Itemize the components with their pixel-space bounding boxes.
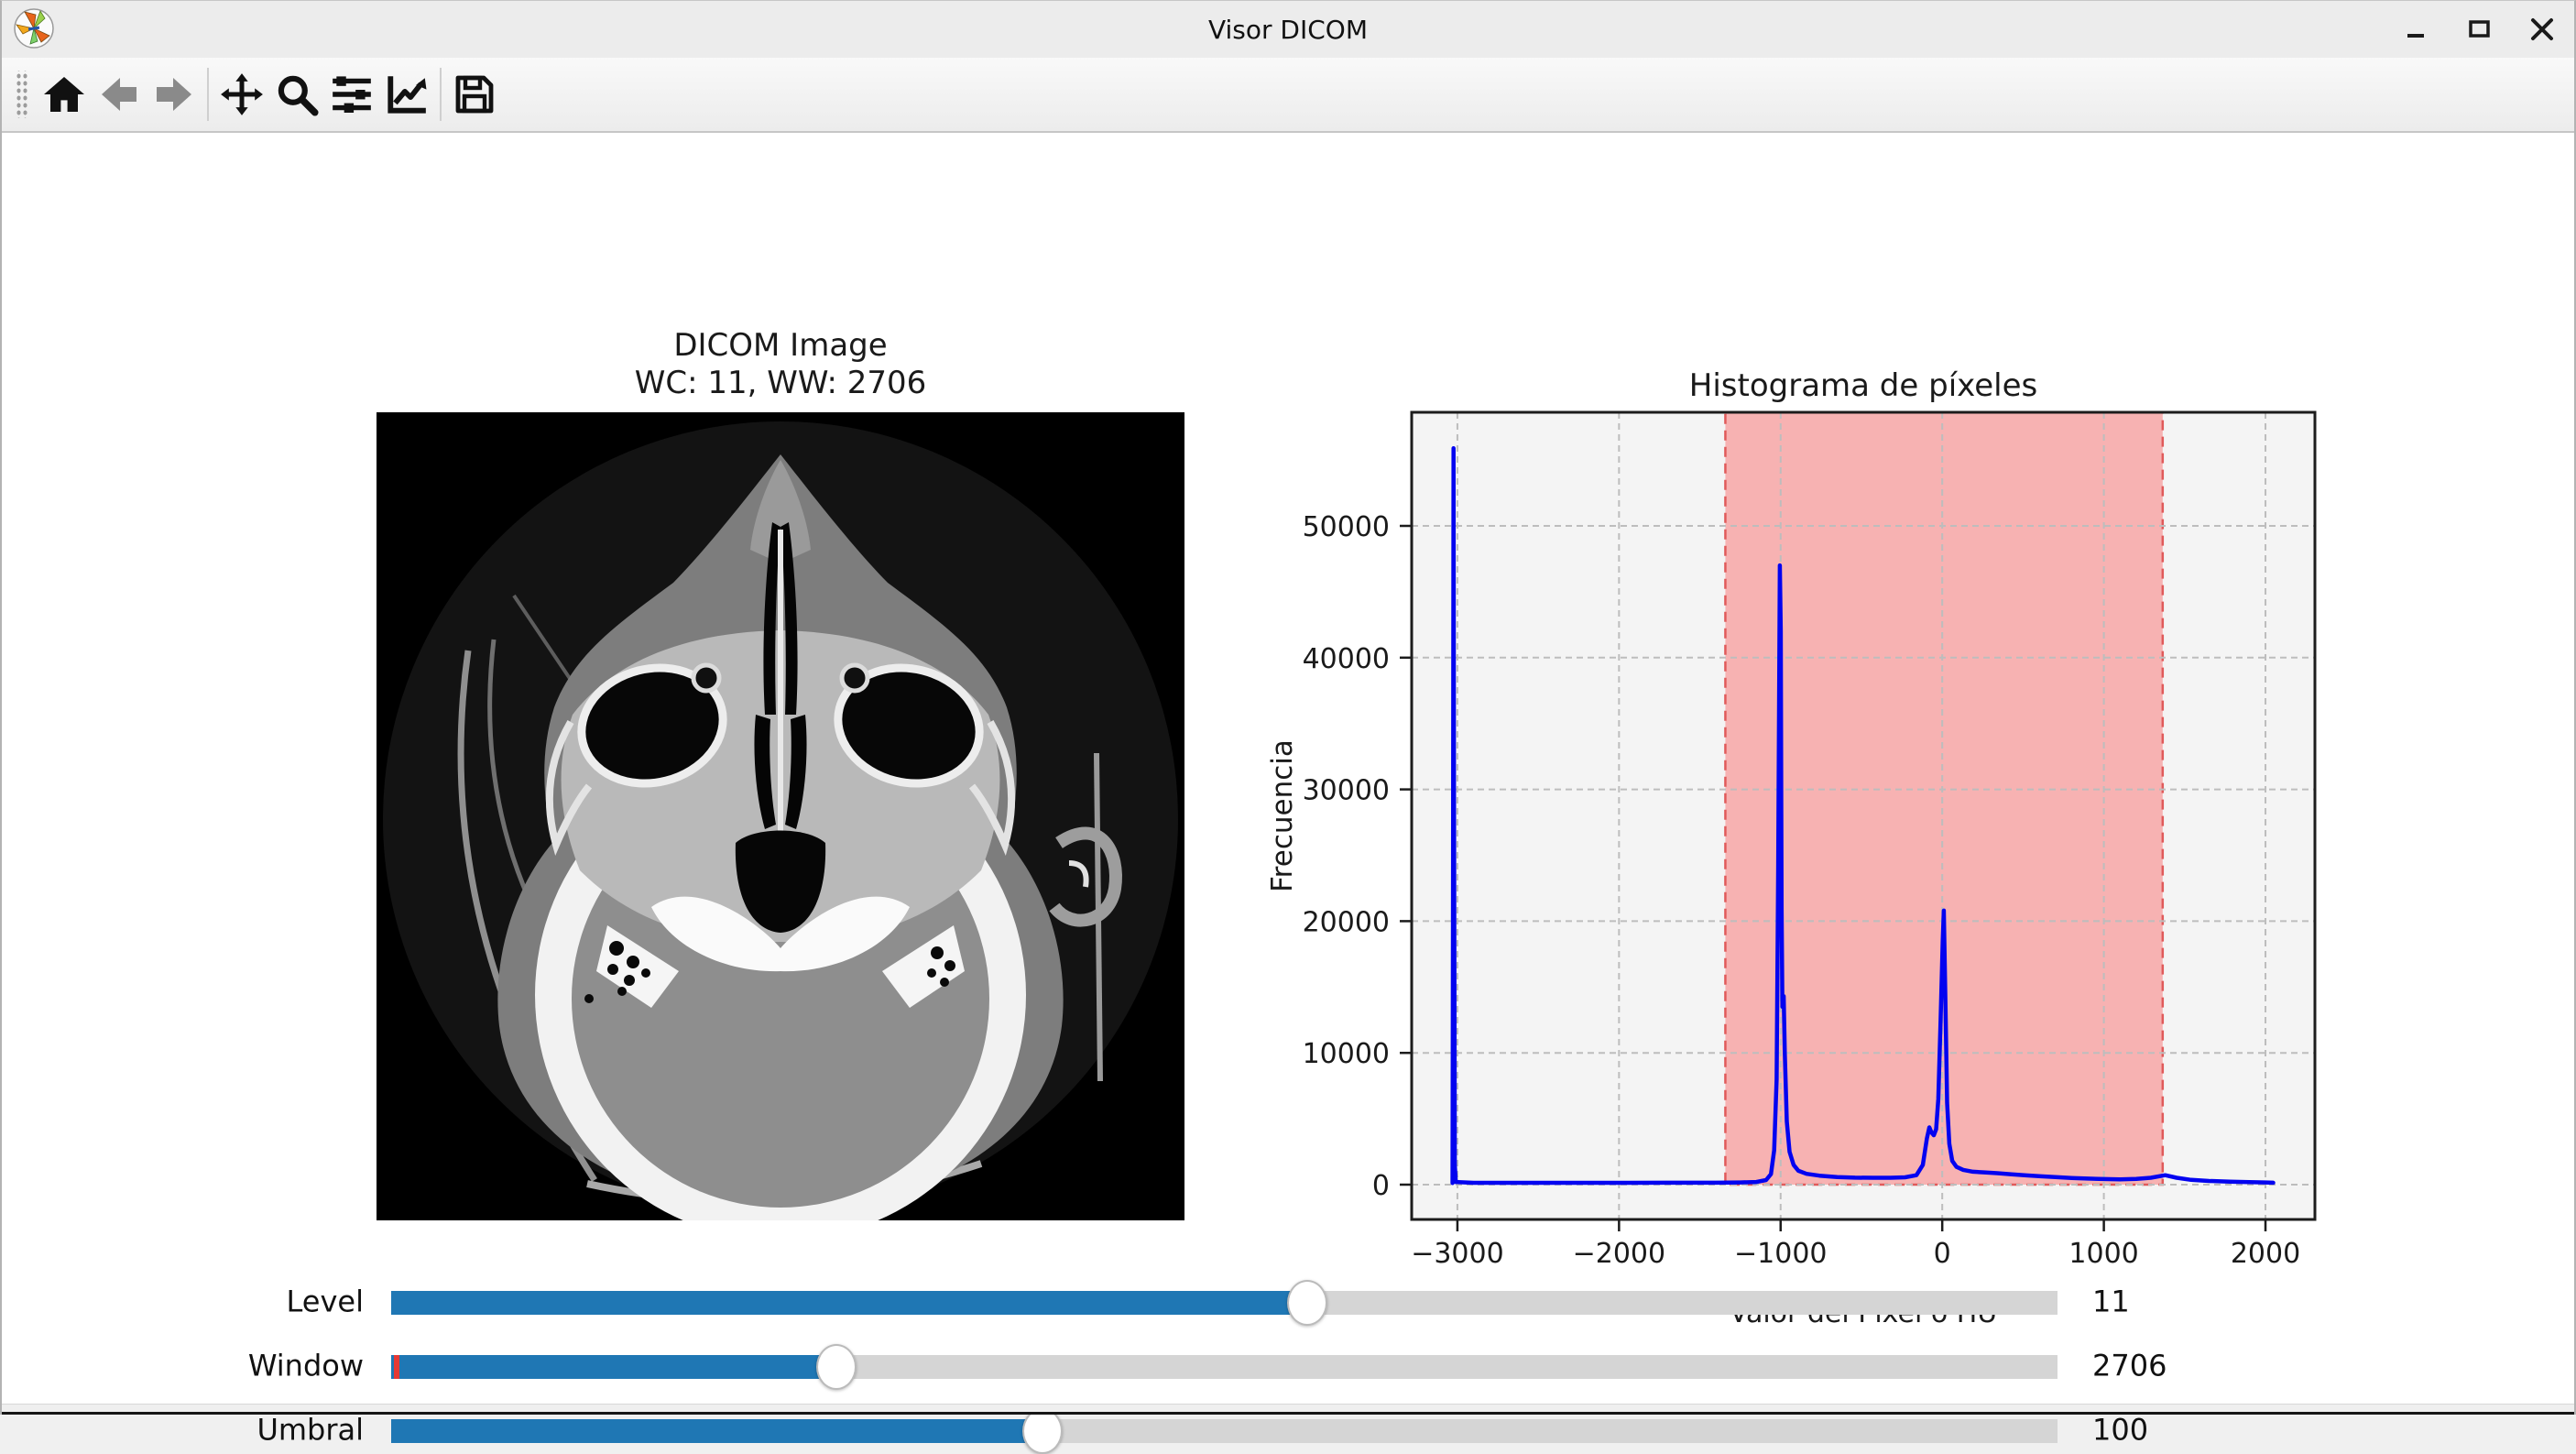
configure-subplots-button[interactable] [324,66,379,123]
minimize-button[interactable] [2398,10,2437,49]
close-icon [2531,18,2553,40]
maximize-icon [2469,20,2490,38]
maximize-button[interactable] [2461,10,2499,49]
magnifier-icon [278,75,319,116]
dicom-title-line1: DICOM Image [673,327,888,364]
minimize-icon [2407,34,2424,38]
edit-axes-button[interactable] [379,66,434,123]
x-tick-label: 1000 [2068,1238,2138,1270]
level-slider[interactable] [391,1280,2058,1326]
window-title: Visor DICOM [1207,14,1368,45]
window-controls [2398,1,2561,58]
y-axis-label: Frecuencia [1266,739,1299,892]
dicom-ct-image[interactable] [377,412,1184,1220]
title-bar: Visor DICOM [2,1,2574,58]
y-tick-label: 50000 [1303,511,1390,543]
y-tick-label: 40000 [1303,643,1390,675]
axes-spines [1410,410,2317,1221]
window-slider-fill [391,1355,836,1379]
plot-background [1412,412,2315,1219]
umbral-slider-fill [391,1419,1043,1443]
x-tick-label: −2000 [1573,1238,1665,1270]
window-bottom-frame [2,1404,2574,1415]
histogram-svg: −3000 −2000 −1000 0 1000 20000100002000030000… [1266,410,2317,1329]
save-button[interactable] [447,66,502,123]
home-icon [44,77,84,112]
umbral-slider-handle[interactable] [1022,1408,1064,1454]
level-slider-handle[interactable] [1287,1280,1328,1326]
figure-canvas: DICOM Image WC: 11, WW: 2706 [2,133,2574,1454]
toolbar-grip[interactable] [15,71,27,118]
app-pinwheel-icon [14,8,54,49]
y-tick-label: 30000 [1303,775,1390,807]
histogram-plot[interactable]: −3000 −2000 −1000 0 1000 2000 0 10000 20000 30000… [1266,410,2317,1329]
pan-button[interactable] [214,66,269,123]
level-slider-row: Level 11 [2,1280,2574,1326]
matplotlib-toolbar [2,58,2574,133]
window-slider-label: Window [247,1348,364,1383]
sliders-icon [333,76,371,113]
y-tick-label: 0 [1372,1170,1390,1202]
level-slider-value: 11 [2092,1284,2130,1319]
window-slider[interactable] [391,1344,2058,1390]
x-tick-label: −1000 [1734,1238,1827,1270]
y-tick-label: 10000 [1303,1038,1390,1070]
mastoid-air-cells [607,941,955,996]
level-slider-label: Level [286,1284,364,1319]
window-slider-handle[interactable] [815,1344,857,1390]
toolbar-separator [440,68,442,121]
umbral-slider-row: Umbral 100 [2,1408,2574,1454]
x-tick-label: 0 [1934,1238,1951,1270]
home-button[interactable] [37,66,92,123]
x-tick-label: −3000 [1411,1238,1503,1270]
umbral-slider-value: 100 [2092,1412,2149,1448]
back-button[interactable] [92,66,147,123]
window-slider-row: Window 2706 [2,1344,2574,1390]
chart-edit-icon [387,76,427,114]
zoom-rect-button[interactable] [269,66,324,123]
umbral-slider[interactable] [391,1408,2058,1454]
floppy-save-icon [455,75,494,114]
histogram-title: Histograma de píxeles [1688,367,2038,404]
window-slider-init-marker [394,1355,399,1379]
level-slider-fill [391,1291,1308,1315]
toolbar-separator [207,68,209,121]
forward-arrow-icon [157,78,191,111]
pan-move-icon [221,73,263,115]
x-tick-label: 2000 [2231,1238,2300,1270]
y-tick-label: 20000 [1303,906,1390,938]
dicom-panel-title: DICOM Image WC: 11, WW: 2706 [377,327,1184,402]
histogram-curve [1450,445,2276,1186]
umbral-slider-label: Umbral [257,1412,364,1448]
back-arrow-icon [102,78,136,111]
window-range-span [1724,410,2165,1186]
close-button[interactable] [2523,10,2561,49]
window-slider-value: 2706 [2092,1348,2167,1383]
dicom-title-line2: WC: 11, WW: 2706 [634,365,927,401]
forward-button[interactable] [147,66,202,123]
